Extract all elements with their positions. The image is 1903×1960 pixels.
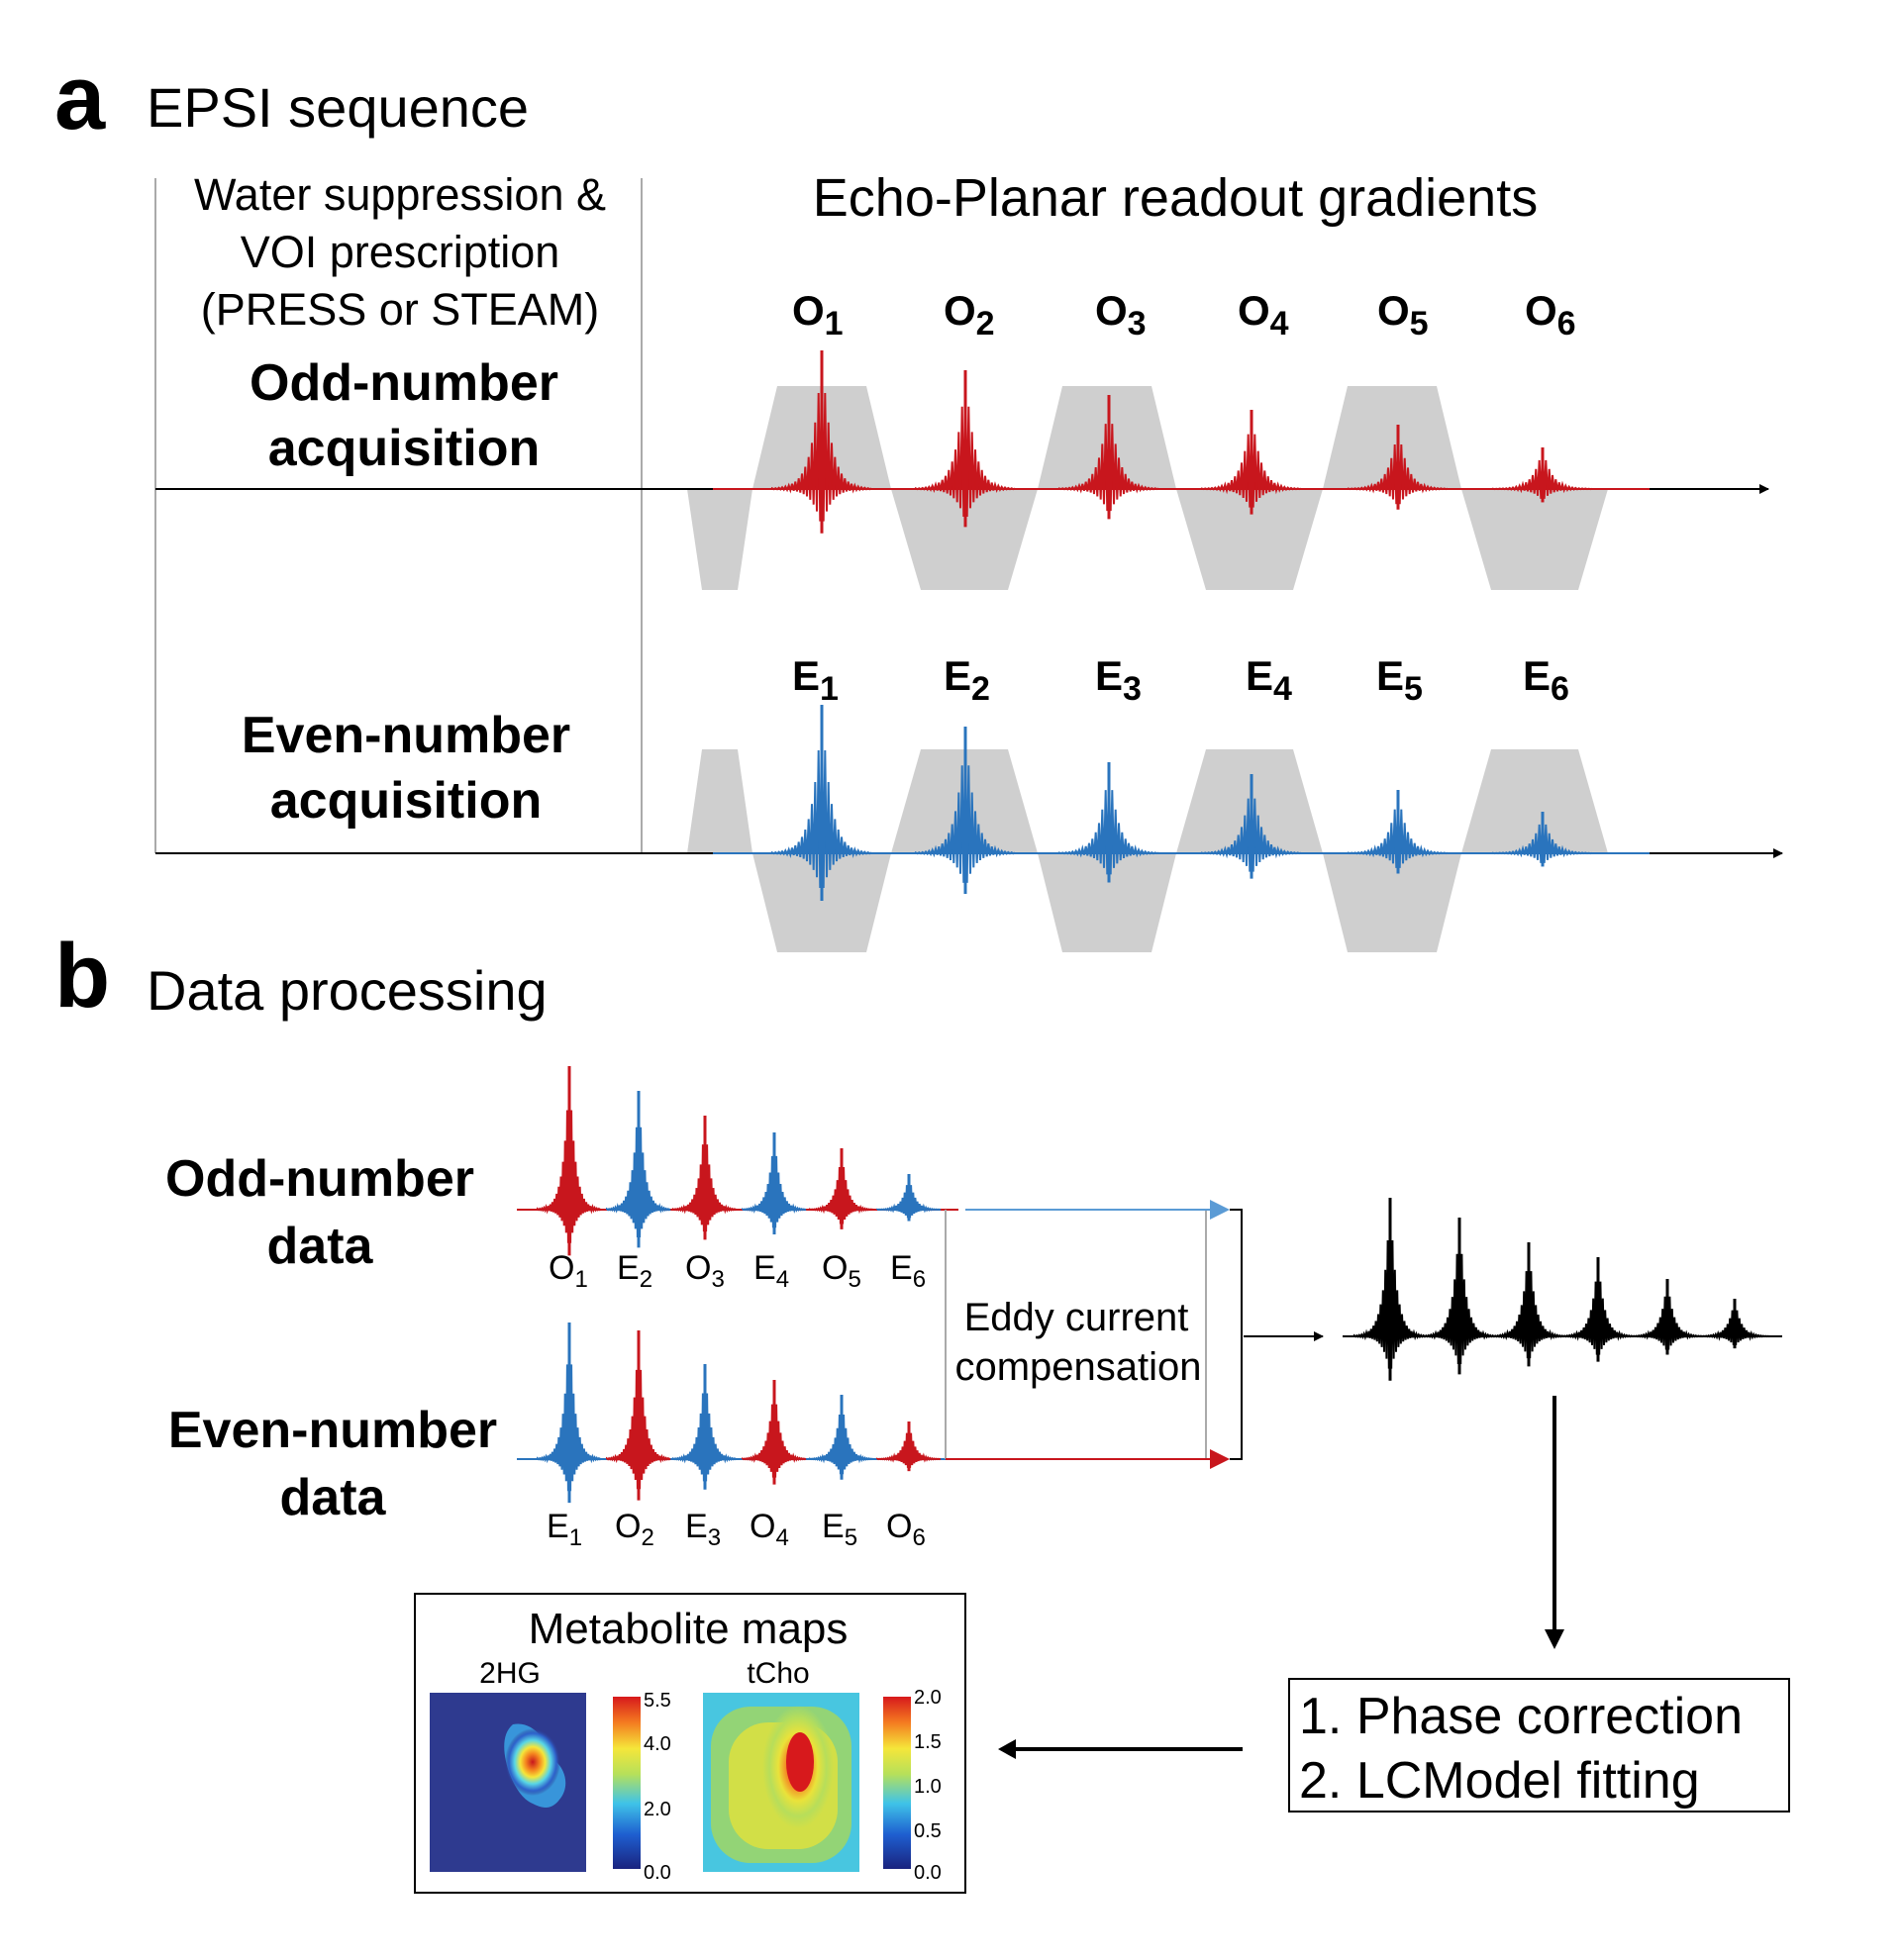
odd-to-eddy-arrowhead — [1210, 1200, 1230, 1220]
odd-data-label: Odd-number — [165, 1150, 474, 1208]
map-2hg-colorbar — [613, 1697, 641, 1869]
map-2hg-image — [430, 1693, 586, 1872]
odd-acquisition-label-2: acquisition — [268, 420, 540, 477]
echo-label-o5: O5 — [1377, 287, 1429, 343]
press-steam-label: (PRESS or STEAM) — [201, 284, 600, 335]
metabolite-maps-title: Metabolite maps — [529, 1605, 849, 1653]
odd-readout-gradient — [687, 386, 1608, 590]
map-tcho-image — [703, 1693, 859, 1872]
even-number-data-signal — [517, 1322, 946, 1504]
data-label-o5: O5 — [822, 1249, 861, 1293]
panel-a-title: EPSI sequence — [147, 76, 529, 139]
map-2hg-colorbar-ticks: 5.5 4.0 2.0 0.0 — [644, 1690, 671, 1884]
left-arrow-head — [998, 1739, 1016, 1759]
svg-text:0.0: 0.0 — [644, 1862, 671, 1884]
even-data-label-2: data — [280, 1469, 387, 1526]
panel-b-letter: b — [54, 926, 110, 1027]
map-tcho-colorbar-ticks: 2.0 1.5 1.0 0.5 0.0 — [914, 1687, 942, 1884]
svg-text:0.0: 0.0 — [914, 1862, 942, 1884]
data-label-o2: O2 — [615, 1508, 654, 1551]
svg-text:1.5: 1.5 — [914, 1731, 942, 1753]
echo-label-o2: O2 — [944, 287, 995, 343]
svg-text:5.5: 5.5 — [644, 1690, 671, 1712]
eddy-compensation-label: compensation — [954, 1345, 1201, 1389]
echo-label-e3: E3 — [1095, 652, 1142, 708]
even-acquisition-label: Even-number — [242, 707, 570, 764]
data-label-e5: E5 — [822, 1508, 857, 1551]
svg-text:4.0: 4.0 — [644, 1733, 671, 1755]
even-readout-gradient — [687, 749, 1608, 952]
combine-bracket — [1230, 1209, 1243, 1460]
panel-a-letter: a — [54, 48, 106, 148]
echo-label-e2: E2 — [944, 652, 990, 708]
svg-text:0.5: 0.5 — [914, 1820, 942, 1842]
map-tcho-colorbar — [883, 1697, 911, 1869]
echo-label-o4: O4 — [1238, 287, 1289, 343]
echo-label-o6: O6 — [1525, 287, 1576, 343]
even-data-label: Even-number — [168, 1402, 497, 1459]
processing-steps-box — [1288, 1678, 1790, 1813]
svg-text:1.0: 1.0 — [914, 1776, 942, 1798]
odd-number-data-signal — [517, 1065, 958, 1256]
echo-label-o3: O3 — [1095, 287, 1147, 343]
map-tcho-label: tCho — [747, 1657, 809, 1690]
even-acquisition-label-2: acquisition — [270, 772, 542, 830]
echo-label-e6: E6 — [1523, 652, 1569, 708]
echo-label-e1: E1 — [792, 652, 839, 708]
odd-echo-signals — [713, 349, 1650, 534]
svg-text:2.0: 2.0 — [644, 1799, 671, 1820]
lcmodel-step: 2. LCModel fitting — [1299, 1752, 1700, 1810]
data-label-o1: O1 — [549, 1249, 588, 1293]
readout-gradients-title: Echo-Planar readout gradients — [813, 168, 1538, 228]
odd-data-label-2: data — [267, 1218, 374, 1275]
echo-label-o1: O1 — [792, 287, 844, 343]
odd-data-echo-labels: O1 E2 O3 E4 O5 E6 — [549, 1249, 926, 1293]
even-to-eddy-arrowhead — [1210, 1449, 1230, 1469]
echo-label-e4: E4 — [1246, 652, 1292, 708]
data-label-e2: E2 — [617, 1249, 652, 1293]
data-label-e1: E1 — [547, 1508, 582, 1551]
echo-label-e5: E5 — [1376, 652, 1423, 708]
even-echo-signals — [713, 704, 1650, 901]
phase-correction-step: 1. Phase correction — [1299, 1688, 1743, 1745]
data-label-o3: O3 — [685, 1249, 725, 1293]
data-label-o6: O6 — [886, 1508, 926, 1551]
map-2hg-label: 2HG — [479, 1657, 541, 1690]
down-arrow-head — [1545, 1629, 1564, 1649]
even-data-echo-labels: E1 O2 E3 O4 E5 O6 — [547, 1508, 926, 1551]
odd-acquisition-label: Odd-number — [250, 354, 558, 412]
water-suppression-label: Water suppression & — [194, 169, 606, 220]
voi-prescription-label: VOI prescription — [241, 227, 560, 277]
data-label-o4: O4 — [750, 1508, 789, 1551]
eddy-current-label: Eddy current — [964, 1296, 1189, 1339]
data-label-e6: E6 — [890, 1249, 926, 1293]
svg-text:2.0: 2.0 — [914, 1687, 942, 1709]
data-label-e4: E4 — [753, 1249, 789, 1293]
panel-b-title: Data processing — [147, 959, 548, 1022]
combined-data-signal — [1343, 1197, 1782, 1381]
data-label-e3: E3 — [685, 1508, 721, 1551]
